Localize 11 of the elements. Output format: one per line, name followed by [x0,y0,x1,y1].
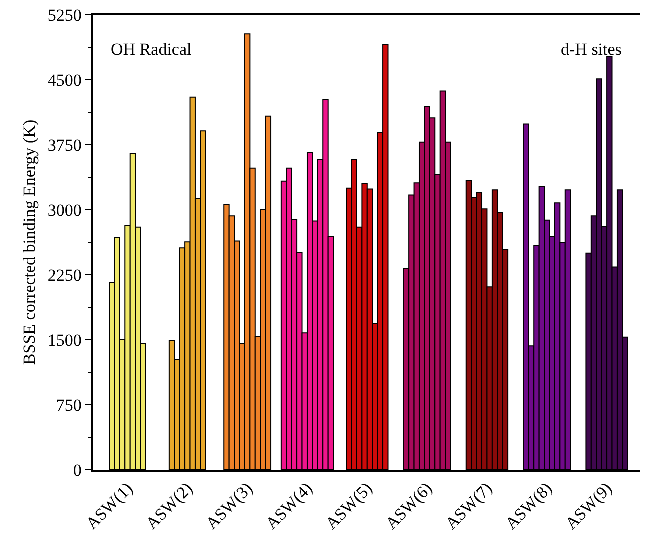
y-tick-label: 0 [73,460,82,480]
annotation: OH Radical [111,40,192,59]
y-axis-title: BSSE corrected binding Energy (K) [20,120,39,366]
y-tick-label: 750 [56,396,82,415]
y-tick-label: 5250 [48,6,82,25]
y-tick-label: 3000 [48,200,82,220]
y-tick-label: 2250 [48,266,82,285]
y-tick-label: 1500 [48,330,82,350]
y-tick-label: 3750 [48,136,82,155]
annotation: d-H sites [561,40,622,59]
y-tick-label: 4500 [48,70,82,90]
